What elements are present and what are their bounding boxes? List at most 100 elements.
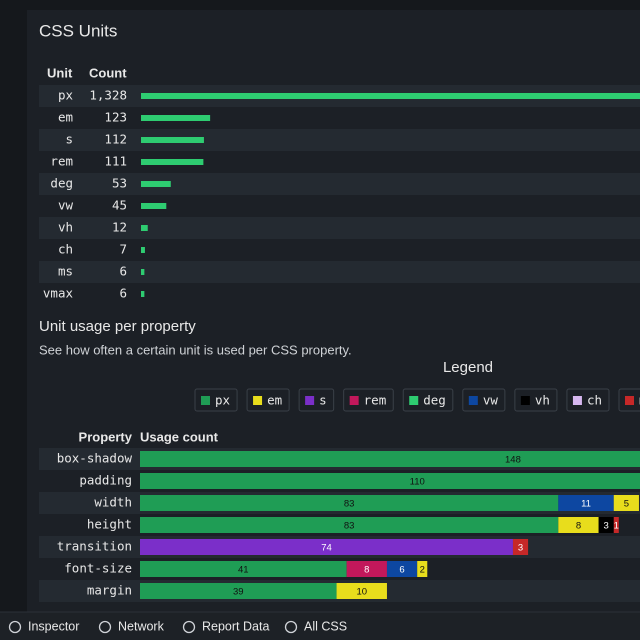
segment-label: 83 (344, 499, 355, 510)
property-label: height (87, 517, 132, 532)
segment-label: 39 (233, 587, 244, 598)
toolbar-icon (182, 620, 196, 634)
legend-item: s (298, 388, 335, 412)
usage-segment (336, 583, 387, 599)
segment-label: 110 (410, 477, 425, 488)
column-header: Property (79, 429, 133, 444)
toolbar-button[interactable]: All CSS (304, 619, 347, 633)
count-bar (141, 225, 148, 231)
legend-swatch (572, 396, 582, 405)
count-bar (141, 291, 145, 297)
column-header: Usage count (140, 429, 219, 444)
row-stripe (39, 261, 640, 283)
section-title: Unit usage per property (39, 318, 196, 335)
count-label: 45 (112, 198, 127, 213)
usage-segment (613, 495, 639, 511)
count-label: 123 (104, 110, 127, 125)
unit-label: ms (58, 264, 73, 279)
unit-label: rem (50, 154, 73, 169)
segment-label: 41 (238, 565, 249, 576)
toolbar-button[interactable]: Inspector (28, 619, 79, 633)
legend-item: ch (566, 388, 610, 412)
count-label: 112 (104, 132, 127, 147)
usage-segment (140, 517, 559, 533)
usage-segment (417, 561, 428, 577)
legend-item: vh (514, 388, 558, 412)
count-label: 53 (112, 176, 127, 191)
count-bar (141, 247, 145, 253)
legend-box (194, 388, 238, 412)
usage-segment (346, 561, 387, 577)
legend-swatch (520, 396, 530, 405)
unit-label: vh (58, 220, 73, 235)
unit-label: vw (58, 198, 74, 213)
legend-item: em (246, 388, 290, 412)
usage-segment (140, 473, 640, 489)
count-label: 6 (119, 264, 127, 279)
segment-label: 148 (505, 455, 521, 466)
count-label: 7 (119, 242, 127, 257)
legend-swatch (201, 396, 210, 405)
segment-label: 3 (518, 543, 523, 554)
legend-swatch (253, 396, 263, 405)
usage-segment (140, 451, 640, 467)
legend-item: rem (343, 388, 394, 412)
legend-label: vh (535, 393, 550, 408)
property-label: box-shadow (57, 451, 133, 466)
legend-swatch (349, 396, 359, 405)
segment-label: 8 (576, 521, 581, 532)
subtitle: See how often a certain unit is used per… (39, 342, 352, 357)
legend-item: vw (462, 388, 506, 412)
usage-segment (512, 539, 529, 555)
legend-box (343, 388, 394, 412)
segment-label: 5 (624, 499, 629, 510)
row-stripe (39, 217, 640, 239)
toolbar-button[interactable]: Report Data (202, 619, 269, 633)
unit-label: vmax (43, 286, 74, 301)
count-bar (141, 203, 167, 209)
legend-swatch (409, 396, 419, 405)
usage-segment (140, 495, 559, 511)
legend-label: ch (587, 393, 602, 408)
usage-segment (140, 539, 513, 555)
usage-segment (558, 495, 614, 511)
legend-item: ms (618, 388, 640, 412)
legend-label: vw (483, 393, 499, 408)
unit-label: em (58, 110, 73, 125)
legend-label: deg (423, 393, 446, 408)
legend-swatch (305, 396, 315, 405)
count-bar (141, 269, 145, 275)
count-label: 1,328 (89, 88, 127, 103)
toolbar-button[interactable]: Network (118, 619, 165, 633)
legend-label: em (267, 393, 282, 408)
property-label: width (94, 495, 132, 510)
unit-label: px (58, 88, 74, 103)
legend-box (298, 388, 335, 412)
legend-label: s (319, 393, 327, 408)
property-label: padding (79, 473, 132, 488)
legend-swatch (468, 396, 478, 405)
legend-label: rem (364, 393, 387, 408)
property-label: margin (87, 583, 132, 598)
unit-label: ch (58, 242, 73, 257)
count-bar (141, 181, 171, 187)
segment-label: 8 (364, 565, 369, 576)
segment-label: 74 (321, 543, 332, 554)
usage-segment (598, 517, 614, 533)
unit-label: s (65, 132, 73, 147)
legend-label: px (215, 393, 231, 408)
legend-title: Legend (443, 359, 493, 376)
segment-label: 2 (420, 565, 425, 576)
legend-item: px (194, 388, 238, 412)
property-label: transition (57, 539, 132, 554)
count-label: 6 (119, 286, 127, 301)
segment-label: 1 (614, 521, 619, 532)
toolbar-icon (284, 620, 298, 634)
count-label: 111 (104, 154, 127, 169)
legend-box (462, 388, 506, 412)
legend-box (246, 388, 290, 412)
legend-box (514, 388, 558, 412)
count-bar (141, 137, 204, 143)
